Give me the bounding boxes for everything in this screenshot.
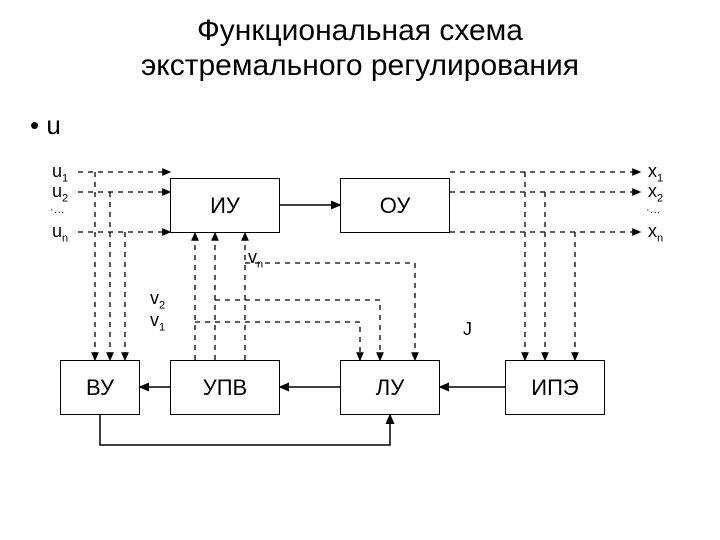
label-vn-sub: n (257, 259, 263, 271)
title-line-2: экстремального регулирования (141, 49, 579, 82)
block-UPV: УПВ (170, 360, 280, 415)
label-J-text: J (463, 319, 472, 339)
block-IPE-label: ИПЭ (531, 375, 578, 401)
label-v2-base: v (150, 288, 159, 308)
label-v2-sub: 2 (159, 300, 165, 312)
label-v2: v2 (150, 289, 165, 312)
block-LU-label: ЛУ (376, 375, 404, 401)
label-vn: vn (248, 248, 263, 271)
label-xn-base: x (648, 221, 657, 241)
label-vn-base: v (248, 247, 257, 267)
label-u2-base: u (52, 181, 62, 201)
label-J: J (463, 320, 472, 339)
label-un-base: u (52, 221, 62, 241)
label-u-dots: ·… (50, 205, 65, 217)
label-un: un (52, 222, 68, 245)
label-v1-sub: 1 (159, 322, 165, 334)
block-UPV-label: УПВ (203, 375, 247, 401)
label-u2-sub: 2 (62, 193, 68, 205)
label-x1-base: x (648, 161, 657, 181)
block-OU: ОУ (340, 178, 450, 233)
label-u2: u2 (52, 182, 68, 205)
label-xn-sub: n (657, 233, 663, 245)
label-xn: xn (648, 222, 663, 245)
bullet-u: • u (30, 110, 61, 141)
label-x2: x2 (648, 182, 663, 205)
label-x2-base: x (648, 181, 657, 201)
block-IU: ИУ (170, 178, 280, 233)
label-u-dots-text: … (54, 204, 65, 216)
bullet-u-text: u (46, 110, 60, 140)
block-LU: ЛУ (340, 360, 440, 415)
label-x-dots: ·… (646, 205, 661, 217)
label-x2-sub: 2 (657, 193, 663, 205)
label-x-dots-text: … (650, 204, 661, 216)
label-v1-base: v (150, 310, 159, 330)
block-VU: ВУ (60, 360, 140, 415)
title-line-1: Функциональная схема (197, 14, 523, 47)
label-u1-base: u (52, 161, 62, 181)
label-v1: v1 (150, 311, 165, 334)
label-un-sub: n (62, 233, 68, 245)
block-OU-label: ОУ (380, 193, 411, 219)
block-IPE: ИПЭ (505, 360, 605, 415)
block-VU-label: ВУ (86, 375, 114, 401)
slide-title: Функциональная схема экстремального регу… (0, 0, 720, 83)
block-IU-label: ИУ (210, 193, 240, 219)
